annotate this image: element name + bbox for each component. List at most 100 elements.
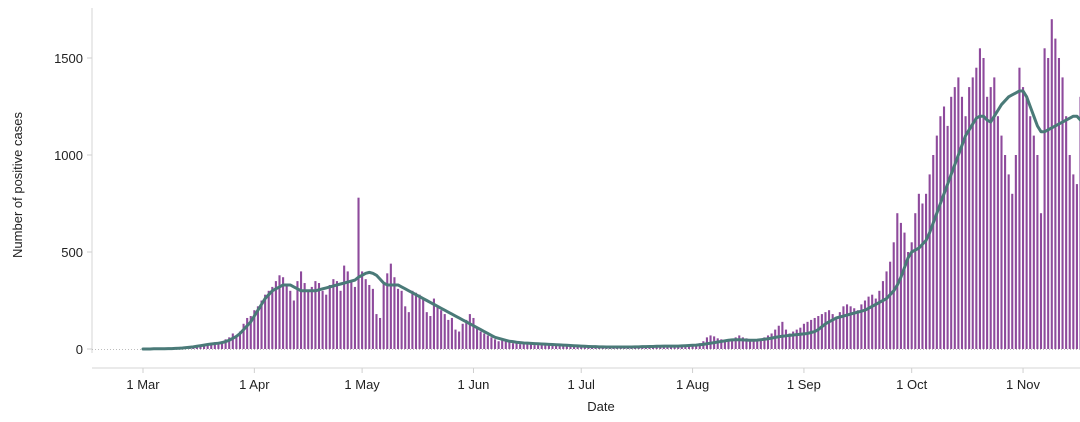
bar — [350, 281, 353, 349]
bar — [551, 345, 554, 349]
bar — [569, 346, 572, 349]
bar — [282, 277, 285, 349]
bar — [436, 306, 439, 349]
bar — [921, 203, 924, 349]
bar — [1007, 174, 1010, 349]
x-tick-label: 1 Apr — [239, 377, 270, 392]
bar — [504, 341, 507, 349]
bar — [810, 319, 813, 349]
bar — [583, 347, 586, 349]
bar — [572, 346, 576, 349]
bar — [206, 344, 209, 349]
bar — [731, 339, 734, 349]
bar — [838, 312, 841, 349]
bar — [993, 77, 996, 350]
bar — [580, 347, 583, 349]
x-tick-label: 1 Sep — [787, 377, 821, 392]
x-tick-label: 1 Nov — [1006, 377, 1040, 392]
bar — [1050, 19, 1053, 349]
bar — [375, 314, 378, 349]
bar — [411, 290, 414, 349]
bar — [526, 343, 529, 349]
bar — [871, 294, 874, 349]
bar — [328, 284, 331, 349]
bar — [382, 283, 385, 349]
bar — [968, 87, 971, 349]
bar — [497, 341, 500, 349]
x-tick-label: 1 Oct — [896, 377, 927, 392]
bar — [537, 345, 540, 349]
bar — [414, 292, 418, 349]
bar — [863, 300, 867, 349]
bar — [792, 331, 795, 349]
bar — [914, 213, 917, 349]
bar — [425, 312, 428, 349]
bar — [817, 316, 820, 349]
bar — [813, 317, 816, 349]
bar — [982, 58, 985, 349]
bar — [476, 327, 479, 349]
bar — [1014, 155, 1017, 349]
y-tick-label: 500 — [61, 245, 83, 260]
bar — [511, 343, 515, 349]
bar — [939, 116, 942, 349]
y-tick-label: 1000 — [54, 148, 83, 163]
bar — [1061, 77, 1064, 350]
bar — [986, 96, 989, 349]
bar — [260, 300, 263, 349]
bar — [1025, 96, 1028, 349]
bar — [368, 284, 371, 349]
bar — [799, 327, 802, 349]
bar — [727, 341, 730, 349]
bar — [253, 310, 256, 349]
bar — [199, 345, 202, 349]
bar — [371, 288, 374, 349]
bar — [802, 323, 805, 349]
bar — [562, 346, 565, 349]
bar — [386, 273, 389, 349]
bar — [989, 87, 992, 349]
bar — [440, 310, 443, 349]
bar — [558, 346, 561, 349]
bar — [407, 312, 410, 349]
bar — [493, 339, 497, 349]
bar — [716, 338, 719, 349]
bar — [1011, 193, 1014, 349]
bar — [964, 116, 967, 349]
bar — [1018, 67, 1021, 349]
bar — [928, 174, 931, 349]
bar — [393, 277, 396, 349]
bar — [353, 286, 356, 349]
bar — [396, 288, 400, 349]
bar — [892, 242, 895, 349]
bar — [264, 294, 267, 349]
bar — [996, 116, 999, 349]
bar — [1036, 155, 1039, 349]
bar — [246, 317, 249, 349]
bar — [720, 339, 723, 349]
bar — [544, 345, 547, 349]
bar — [885, 271, 888, 349]
bar — [483, 333, 486, 349]
bar — [957, 77, 960, 350]
bar — [292, 300, 295, 349]
bar — [285, 284, 288, 349]
bar — [486, 335, 489, 349]
bar — [400, 290, 403, 349]
bar — [842, 306, 845, 349]
x-tick-label: 1 May — [344, 377, 380, 392]
bar — [960, 96, 964, 349]
bar — [903, 232, 906, 349]
bar — [978, 48, 981, 350]
bar — [935, 135, 938, 349]
y-tick-label: 1500 — [54, 51, 83, 66]
bar — [1039, 213, 1043, 349]
bar — [828, 310, 831, 349]
bar — [217, 343, 220, 349]
bar — [321, 290, 324, 349]
bar — [878, 290, 881, 349]
bar — [756, 340, 759, 349]
bar — [479, 331, 482, 349]
bar — [889, 261, 892, 349]
